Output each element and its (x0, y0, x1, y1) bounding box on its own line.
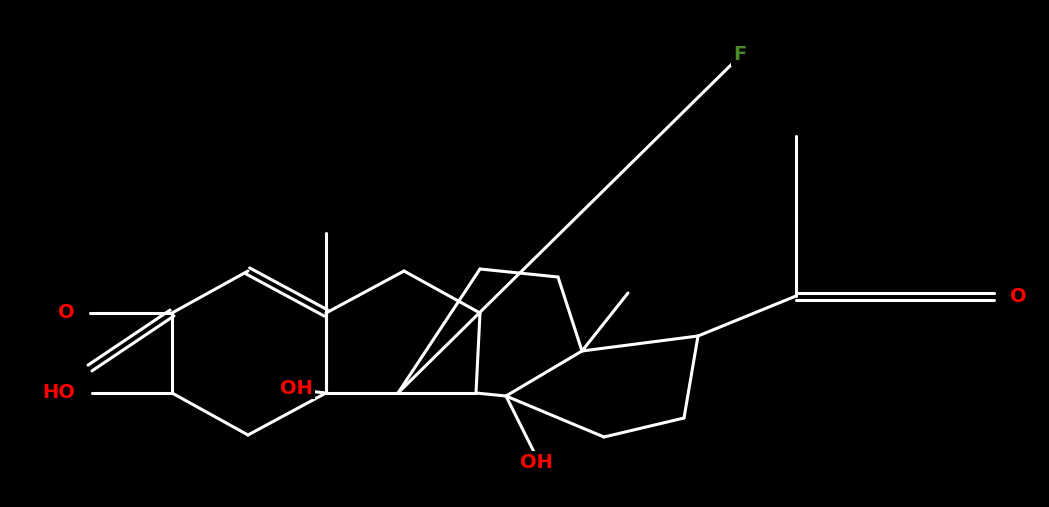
Text: OH: OH (519, 453, 553, 472)
Text: O: O (1010, 286, 1027, 306)
Text: O: O (59, 304, 74, 322)
Text: OH: OH (519, 453, 553, 472)
Text: F: F (733, 46, 747, 64)
Text: O: O (59, 304, 74, 322)
Text: F: F (733, 46, 747, 64)
Text: HO: HO (42, 383, 74, 403)
Text: OH: OH (280, 379, 313, 397)
Text: O: O (1010, 286, 1027, 306)
Text: HO: HO (42, 383, 74, 403)
Text: OH: OH (280, 379, 313, 397)
